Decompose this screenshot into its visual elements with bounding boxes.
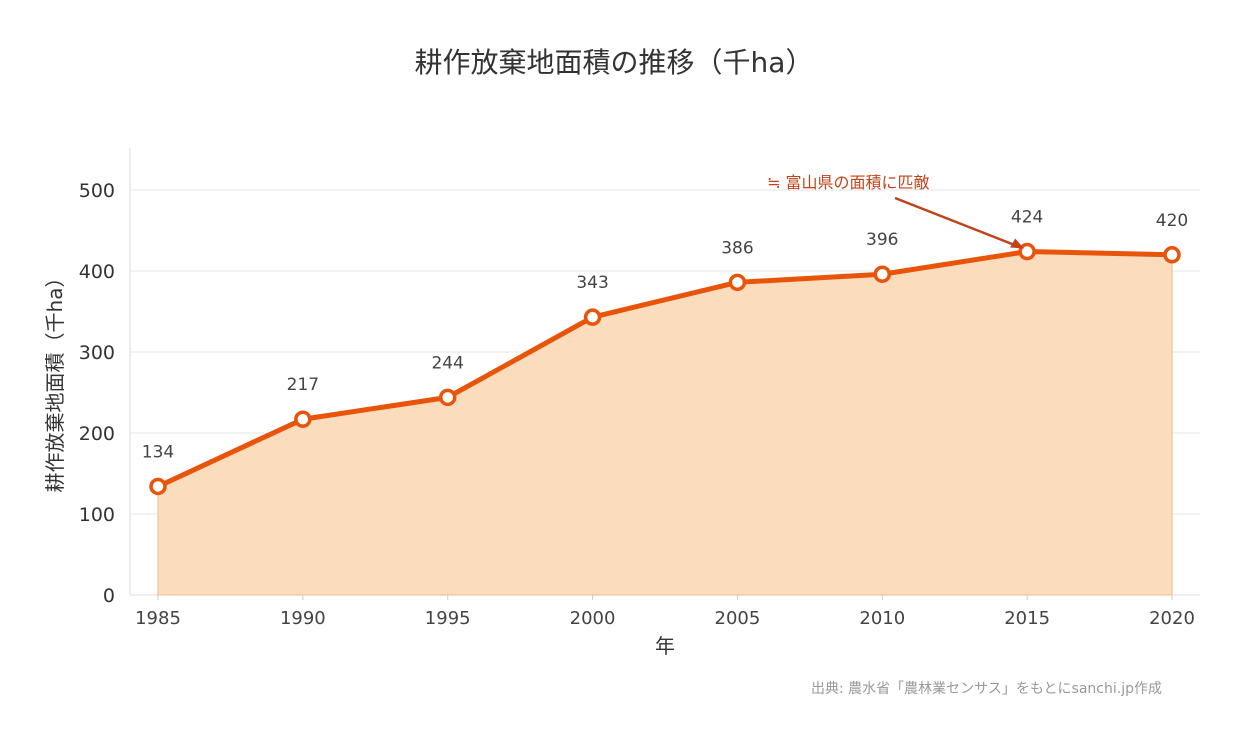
x-tick-label: 2010 [859,608,905,629]
data-point [583,308,602,326]
x-tick-label: 2005 [715,608,761,629]
y-axis-label: 耕作放棄地面積（千ha） [43,268,67,493]
x-tick-label: 1995 [425,608,471,629]
annotation-text: ≒ 富山県の面積に匹敵 [767,173,930,192]
annotation-arrowhead [1010,238,1025,249]
y-tick-label: 0 [103,585,115,607]
x-tick-label: 2000 [570,608,616,629]
data-label: 386 [721,238,753,258]
y-tick-label: 300 [79,342,115,364]
data-label: 396 [866,230,898,250]
data-label: 424 [1011,208,1043,228]
y-tick-label: 400 [79,261,115,283]
data-point [1163,246,1181,264]
data-point [728,273,747,292]
data-label: 217 [287,375,319,395]
annotation-arrow [894,196,1022,249]
source-note: 出典: 農水省「農林業センサス」をもとにsanchi.jp作成 [811,681,1162,697]
y-tick-label: 100 [79,504,115,526]
data-point [438,388,457,407]
data-label: 134 [142,442,174,462]
data-label: 420 [1156,211,1188,231]
chart-title: 耕作放棄地面積の推移（千ha） [415,46,814,79]
y-tick-label: 500 [79,180,115,202]
data-point [149,477,167,496]
y-tick-label: 200 [79,423,115,445]
data-point [294,410,312,428]
series-line [156,249,1173,489]
x-axis-label: 年 [655,634,675,658]
data-label: 244 [431,353,463,373]
x-tick-label: 2020 [1149,608,1195,629]
data-point [873,265,892,283]
x-tick-label: 1990 [280,608,326,629]
x-tick-label: 2015 [1004,608,1050,629]
data-label: 343 [576,273,608,293]
x-tick-label: 1985 [135,608,181,629]
